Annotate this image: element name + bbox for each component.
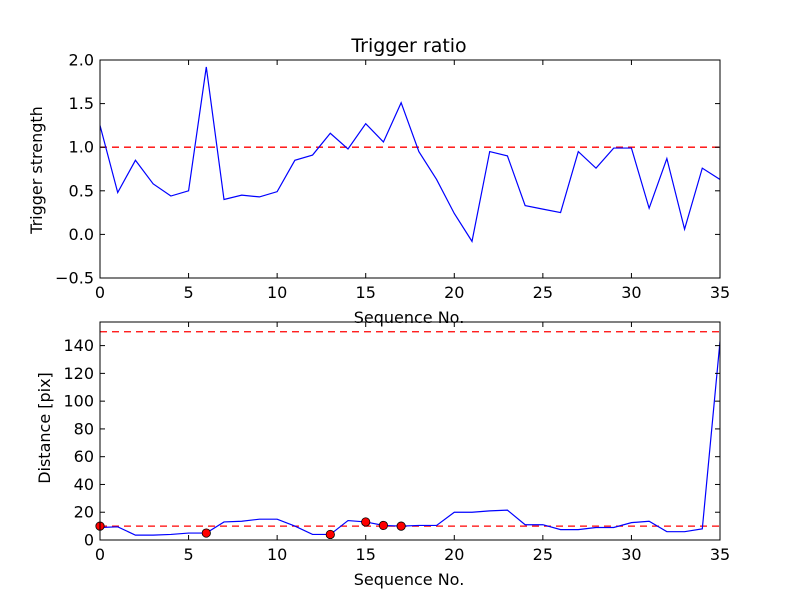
y-tick-label: 20 [74, 503, 94, 522]
chart-title: Trigger ratio [350, 35, 466, 57]
y-axis-label: Distance [pix] [35, 372, 54, 484]
x-tick-label: 15 [356, 283, 376, 302]
y-tick-label: 80 [74, 419, 94, 438]
y-tick-label: 0.5 [69, 181, 94, 200]
y-tick-label: 60 [74, 447, 94, 466]
distance-plot-area: 0 5 10 15 20 25 30 35 0 20 40 60 80 100 120 140 [63, 321, 730, 564]
x-tick-label: 10 [267, 283, 287, 302]
y-tick-label: 0.0 [69, 225, 94, 244]
data-point-marker [396, 521, 406, 531]
x-tick-label: 0 [95, 283, 105, 302]
x-tick-label: 20 [444, 283, 464, 302]
x-tick-label: 30 [621, 283, 641, 302]
x-tick-label: 5 [183, 545, 193, 564]
y-tick-label: 1.0 [69, 138, 94, 157]
x-tick-label: 25 [533, 545, 553, 564]
x-tick-label: 15 [356, 545, 376, 564]
y-tick-label: −0.5 [55, 269, 94, 288]
trigger-ratio-chart: Trigger ratio 0 5 10 15 20 25 30 35 −0.5 0.0 0.5 1.… [27, 35, 730, 327]
y-tick-label: 120 [63, 364, 94, 383]
x-tick-label: 35 [710, 545, 730, 564]
data-point-marker [361, 517, 371, 527]
y-tick-label: 140 [63, 336, 94, 355]
x-tick-label: 10 [267, 545, 287, 564]
x-axis-label: Sequence No. [354, 570, 465, 589]
x-tick-label: 5 [183, 283, 193, 302]
y-tick-label: 1.5 [69, 94, 94, 113]
plot-frame [99, 59, 721, 279]
series-line [100, 66, 720, 243]
y-tick-label: 2.0 [69, 51, 94, 70]
y-axis-label: Trigger strength [27, 106, 46, 235]
data-point-marker [201, 528, 211, 538]
y-tick-label: 40 [74, 475, 94, 494]
y-tick-label: 100 [63, 392, 94, 411]
x-tick-label: 35 [710, 283, 730, 302]
trigger-plot-area: 0 5 10 15 20 25 30 35 −0.5 0.0 0.5 1.0 1.5 2.0 [55, 51, 730, 303]
distance-chart: 0 5 10 15 20 25 30 35 0 20 40 60 80 100 120 140 Sequenc… [35, 321, 730, 589]
data-point-marker [378, 520, 389, 531]
x-tick-label: 20 [444, 545, 464, 564]
y-tick-label: 0 [84, 531, 94, 550]
x-tick-label: 30 [621, 545, 641, 564]
plot-frame [99, 321, 721, 541]
data-point-marker [325, 529, 335, 540]
x-tick-label: 25 [533, 283, 553, 302]
x-axis-label: Sequence No. [354, 308, 465, 327]
x-tick-label: 0 [95, 545, 105, 564]
